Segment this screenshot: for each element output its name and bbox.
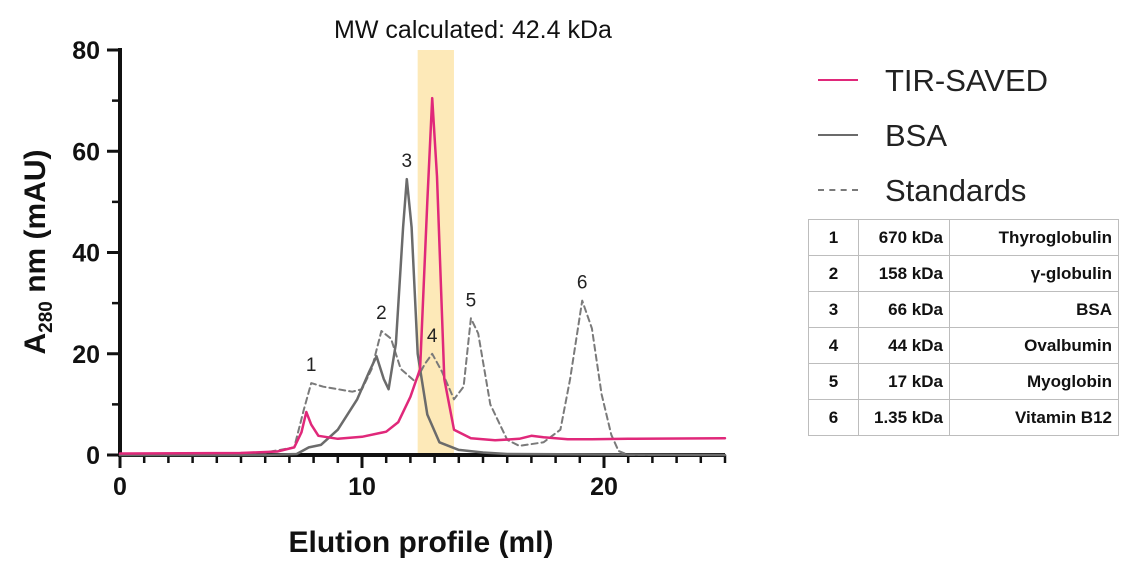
table-cell-protein: γ-globulin <box>949 255 1119 292</box>
legend-swatch <box>818 79 858 81</box>
table-cell-peak: 6 <box>808 399 859 436</box>
table-cell-peak: 1 <box>808 219 859 256</box>
table-cell-mw: 66 kDa <box>858 291 950 328</box>
table-cell-protein: Thyroglobulin <box>949 219 1119 256</box>
y-axis-label: A280 nm (mAU) <box>19 149 57 354</box>
chart-title: MW calculated: 42.4 kDa <box>334 16 612 44</box>
legend-swatch <box>818 134 858 136</box>
table-row: 6 1.35 kDa Vitamin B12 <box>808 399 1119 436</box>
x-tick-label: 0 <box>113 473 127 501</box>
table-cell-mw: 1.35 kDa <box>858 399 950 436</box>
table-cell-peak: 5 <box>808 363 859 400</box>
y-tick-label: 0 <box>86 442 100 470</box>
y-tick-label: 20 <box>72 341 100 369</box>
y-tick-label: 40 <box>72 240 100 268</box>
table-cell-mw: 158 kDa <box>858 255 950 292</box>
peak-label-5: 5 <box>466 290 477 311</box>
legend-label: TIR-SAVED <box>885 63 1049 98</box>
peak-label-3: 3 <box>401 151 412 172</box>
series-line-standards <box>119 299 726 456</box>
table-row: 5 17 kDa Myoglobin <box>808 363 1119 400</box>
y-tick-label: 80 <box>72 37 100 65</box>
peak-label-1: 1 <box>306 355 317 376</box>
standards-table: 1 670 kDa Thyroglobulin 2 158 kDa γ-globulin 3… <box>808 219 1119 436</box>
series-line-bsa <box>118 177 727 457</box>
table-cell-mw: 670 kDa <box>858 219 950 256</box>
table-row: 1 670 kDa Thyroglobulin <box>808 219 1119 256</box>
table-row: 3 66 kDa BSA <box>808 291 1119 328</box>
table-row: 2 158 kDa γ-globulin <box>808 255 1119 292</box>
legend-label: Standards <box>885 173 1027 208</box>
peak-label-4: 4 <box>427 326 438 347</box>
peak-label-2: 2 <box>376 303 387 324</box>
table-cell-mw: 17 kDa <box>858 363 950 400</box>
legend-swatch <box>818 189 858 191</box>
table-cell-peak: 3 <box>808 291 859 328</box>
elution-chart: MW calculated: 42.4 kDa 0 10 20 0 20 40 60 80 1… <box>19 16 727 559</box>
table-cell-protein: Vitamin B12 <box>949 399 1119 436</box>
y-tick-label: 60 <box>72 138 100 166</box>
table-cell-peak: 2 <box>808 255 859 292</box>
table-cell-peak: 4 <box>808 327 859 364</box>
table-row: 4 44 kDa Ovalbumin <box>808 327 1119 364</box>
legend-label: BSA <box>885 118 948 153</box>
table-cell-protein: Myoglobin <box>949 363 1119 400</box>
peak-label-6: 6 <box>577 273 588 294</box>
table-cell-protein: BSA <box>949 291 1119 328</box>
x-tick-label: 10 <box>348 473 376 501</box>
table-cell-protein: Ovalbumin <box>949 327 1119 364</box>
x-tick-label: 20 <box>590 473 618 501</box>
x-axis-label: Elution profile (ml) <box>289 526 554 559</box>
table-cell-mw: 44 kDa <box>858 327 950 364</box>
series-line-tir-saved <box>118 96 727 455</box>
